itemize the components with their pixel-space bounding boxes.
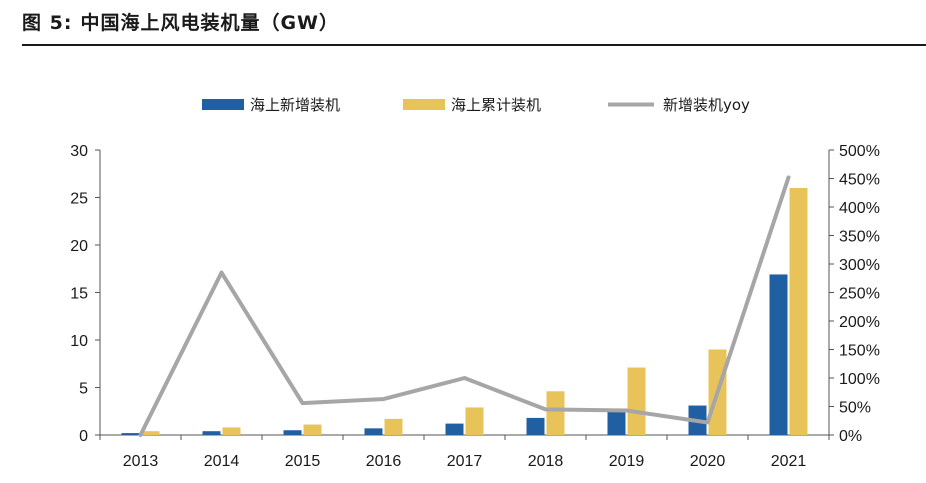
right-tick-label: 300% <box>839 257 880 274</box>
left-tick-label: 15 <box>70 286 88 303</box>
left-tick-label: 30 <box>70 143 88 160</box>
bar-cumulative-2021 <box>789 188 808 435</box>
right-tick-label: 100% <box>839 371 880 388</box>
yoy-point-2015 <box>301 401 304 405</box>
bar-new-2021 <box>769 274 788 435</box>
yoy-point-2021 <box>787 175 790 179</box>
figure-title-text: 中国海上风电装机量（GW） <box>80 12 339 34</box>
yoy-point-2014 <box>220 271 223 275</box>
x-tick-label: 2016 <box>366 453 402 470</box>
figure-title: 图 5: 中国海上风电装机量（GW） <box>22 8 347 35</box>
x-tick-label: 2015 <box>285 453 321 470</box>
yoy-point-2016 <box>382 397 385 401</box>
title-divider <box>22 44 926 46</box>
right-tick-label: 250% <box>839 286 880 303</box>
legend-label-0: 海上新增装机 <box>250 96 340 114</box>
yoy-point-2018 <box>544 407 547 411</box>
figure-label: 图 5: <box>22 12 73 34</box>
bar-new-2015 <box>283 430 302 435</box>
left-tick-label: 20 <box>70 238 88 255</box>
right-tick-label: 150% <box>839 343 880 360</box>
bar-series <box>121 188 808 435</box>
legend-swatch-0 <box>202 99 244 110</box>
right-tick-label: 50% <box>839 400 871 417</box>
yoy-point-2020 <box>706 420 709 424</box>
x-tick-label: 2020 <box>690 453 726 470</box>
left-tick-label: 5 <box>79 381 88 398</box>
yoy-line <box>138 175 791 437</box>
left-tick-label: 10 <box>70 333 88 350</box>
left-y-axis: 0 5 10 15 20 25 30 <box>70 143 101 445</box>
bar-cumulative-2017 <box>465 407 484 435</box>
x-tick-label: 2013 <box>123 453 159 470</box>
x-tick-label: 2014 <box>204 453 240 470</box>
x-tick-label: 2019 <box>609 453 645 470</box>
bar-new-2014 <box>202 431 221 435</box>
x-tick-label: 2017 <box>447 453 483 470</box>
right-tick-label: 500% <box>839 143 880 160</box>
right-tick-label: 400% <box>839 200 880 217</box>
chart-legend: 海上新增装机 海上累计装机 新增装机yoy <box>202 96 750 114</box>
bar-new-2019 <box>607 410 626 435</box>
line-series <box>138 175 791 437</box>
legend-swatch-1 <box>403 99 445 110</box>
x-axis: 2013 2014 2015 2016 2017 2018 2019 2020 2021 <box>99 434 830 470</box>
bar-new-2013 <box>121 433 140 435</box>
bar-new-2018 <box>526 417 545 435</box>
left-tick-label: 25 <box>70 191 88 208</box>
bar-cumulative-2016 <box>384 418 403 435</box>
left-tick-label: 0 <box>79 428 88 445</box>
right-tick-label: 450% <box>839 172 880 189</box>
bar-cumulative-2019 <box>627 367 646 435</box>
bar-cumulative-2018 <box>546 391 565 435</box>
x-tick-label: 2018 <box>528 453 564 470</box>
yoy-point-2017 <box>463 376 466 380</box>
bar-cumulative-2015 <box>303 424 322 435</box>
yoy-point-2013 <box>139 433 142 437</box>
x-tick-label: 2021 <box>771 453 807 470</box>
right-tick-label: 200% <box>839 314 880 331</box>
bar-cumulative-2014 <box>222 427 241 435</box>
legend-label-2: 新增装机yoy <box>663 96 750 114</box>
right-y-axis: 0% 50% 100% 150% 200% 250% 300% 350% 400% 450% 500… <box>828 143 880 445</box>
right-tick-label: 0% <box>839 428 862 445</box>
bar-new-2017 <box>445 423 464 435</box>
right-tick-label: 350% <box>839 229 880 246</box>
yoy-point-2019 <box>625 408 628 412</box>
bar-new-2016 <box>364 428 383 435</box>
legend-label-1: 海上累计装机 <box>451 96 541 114</box>
bar-cumulative-2013 <box>141 431 160 435</box>
